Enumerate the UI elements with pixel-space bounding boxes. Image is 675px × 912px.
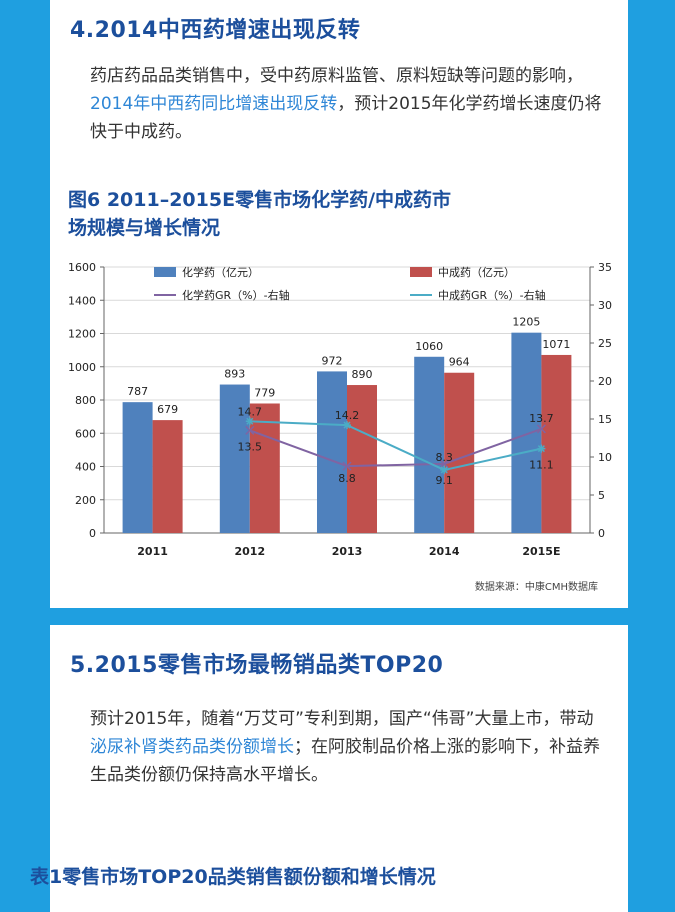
figure-title-line2: 场规模与增长情况 bbox=[68, 217, 221, 239]
line-point bbox=[440, 465, 449, 474]
figure-title: 图6 2011–2015E零售市场化学药/中成药市 场规模与增长情况 bbox=[68, 186, 588, 242]
legend-label: 中成药GR（%）-右轴 bbox=[438, 288, 546, 302]
content-panel-bottom: 5.2015零售市场最畅销品类TOP20 预计2015年，随着“万艾可”专利到期… bbox=[50, 625, 628, 912]
line-value-label: 14.7 bbox=[238, 405, 262, 418]
y2-tick-label: 35 bbox=[598, 261, 612, 274]
section-4-text-a: 药店药品品类销售中，受中药原料监管、原料短缺等问题的影响， bbox=[90, 66, 583, 86]
line-series bbox=[249, 427, 542, 468]
bar-value-label: 1071 bbox=[542, 338, 570, 351]
y-tick-label: 0 bbox=[89, 527, 96, 540]
y-tick-label: 800 bbox=[75, 394, 96, 407]
line-point bbox=[245, 417, 254, 426]
y-tick-label: 1000 bbox=[68, 361, 96, 374]
bar bbox=[511, 332, 542, 533]
bar bbox=[219, 384, 250, 533]
line-point bbox=[537, 444, 546, 453]
market-size-growth-chart: 0 200 400 600 800 1000 1200 1400 1600 0 5 10 15 20 25 3… bbox=[68, 261, 612, 593]
section-4-text-b: ，预计2015年化学药增长速度仍将快于中成药。 bbox=[90, 94, 602, 142]
line-point bbox=[245, 425, 255, 435]
y2-tick-label: 20 bbox=[598, 375, 612, 388]
section-4-title: 4.2014中西药增速出现反转 bbox=[70, 18, 361, 43]
x-tick-label: 2015E bbox=[522, 545, 560, 558]
bar bbox=[347, 385, 377, 533]
y2-tick-label: 15 bbox=[598, 413, 612, 426]
y-tick-label: 400 bbox=[75, 461, 96, 474]
bar-value-label: 779 bbox=[254, 386, 275, 399]
line-value-label: 8.8 bbox=[338, 472, 356, 485]
content-panel-top: 4.2014中西药增速出现反转 药店药品品类销售中，受中药原料监管、原料短缺等问… bbox=[50, 0, 628, 608]
line-value-label: 13.5 bbox=[238, 440, 262, 453]
line-point bbox=[342, 461, 352, 471]
line-value-label: 11.1 bbox=[529, 459, 554, 472]
bar-value-label: 893 bbox=[224, 368, 245, 381]
line-value-label: 9.1 bbox=[435, 474, 453, 487]
y2-tick-label: 30 bbox=[598, 299, 612, 312]
section-5-highlight: 泌尿补肾类药品类份额增长 bbox=[90, 737, 294, 757]
bar-value-label: 1205 bbox=[512, 316, 540, 329]
y-tick-label: 1400 bbox=[68, 294, 96, 307]
section-5-text-a: 预计2015年，随着“万艾可”专利到期，国产“伟哥”大量上市，带动 bbox=[90, 709, 594, 729]
bar-value-label: 890 bbox=[352, 368, 373, 381]
source-note: 数据来源：中康CMH数据库 bbox=[475, 580, 598, 593]
bar-value-label: 787 bbox=[127, 385, 148, 398]
bar-value-label: 1060 bbox=[415, 340, 443, 353]
x-tick-label: 2012 bbox=[234, 545, 265, 558]
section-4-highlight: 2014年中西药同比增速出现反转 bbox=[90, 94, 338, 114]
y2-tick-label: 25 bbox=[598, 337, 612, 350]
bar-value-label: 679 bbox=[157, 403, 178, 416]
legend-label: 化学药（亿元） bbox=[182, 265, 259, 279]
bar bbox=[152, 420, 183, 533]
section-5-title: 5.2015零售市场最畅销品类TOP20 bbox=[70, 653, 444, 678]
line-value-label: 13.7 bbox=[529, 412, 554, 425]
section-5-paragraph: 预计2015年，随着“万艾可”专利到期，国产“伟哥”大量上市，带动泌尿补肾类药品… bbox=[90, 705, 610, 789]
legend-label: 化学药GR（%）-右轴 bbox=[182, 288, 290, 302]
legend-swatch bbox=[154, 267, 176, 277]
line-value-label: 8.3 bbox=[435, 451, 453, 464]
y2-tick-label: 0 bbox=[598, 527, 605, 540]
section-4-paragraph: 药店药品品类销售中，受中药原料监管、原料短缺等问题的影响， 2014年中西药同比增… bbox=[90, 62, 610, 146]
line-value-label: 14.2 bbox=[335, 409, 360, 422]
line-series bbox=[249, 420, 542, 471]
line-point bbox=[343, 421, 351, 430]
line-point bbox=[536, 424, 546, 434]
y2-tick-label: 5 bbox=[598, 489, 605, 502]
bar bbox=[444, 372, 475, 533]
table-1-title: 表1零售市场TOP20品类销售额份额和增长情况 bbox=[30, 866, 436, 888]
bar bbox=[414, 356, 445, 533]
bar bbox=[122, 402, 153, 533]
x-tick-label: 2011 bbox=[137, 545, 168, 558]
bar bbox=[541, 354, 572, 533]
legend-label: 中成药（亿元） bbox=[438, 266, 515, 279]
y-tick-label: 1600 bbox=[68, 261, 96, 274]
y2-tick-label: 10 bbox=[598, 451, 612, 464]
x-tick-label: 2013 bbox=[332, 545, 363, 558]
figure-title-line1: 图6 2011–2015E零售市场化学药/中成药市 bbox=[68, 189, 452, 211]
bar-value-label: 964 bbox=[449, 356, 470, 369]
y-tick-label: 200 bbox=[75, 494, 96, 507]
y-tick-label: 600 bbox=[75, 427, 96, 440]
bar-value-label: 972 bbox=[322, 354, 343, 367]
x-tick-label: 2014 bbox=[429, 545, 460, 558]
legend-swatch bbox=[410, 267, 432, 277]
section-5-text-b: ；在阿胶制品价格上涨的影响下，补益养生品类份额仍保持高水平增长。 bbox=[90, 737, 600, 785]
line-point bbox=[439, 459, 449, 469]
y-tick-label: 1200 bbox=[68, 328, 96, 341]
bar bbox=[249, 403, 280, 533]
bar bbox=[317, 371, 347, 533]
